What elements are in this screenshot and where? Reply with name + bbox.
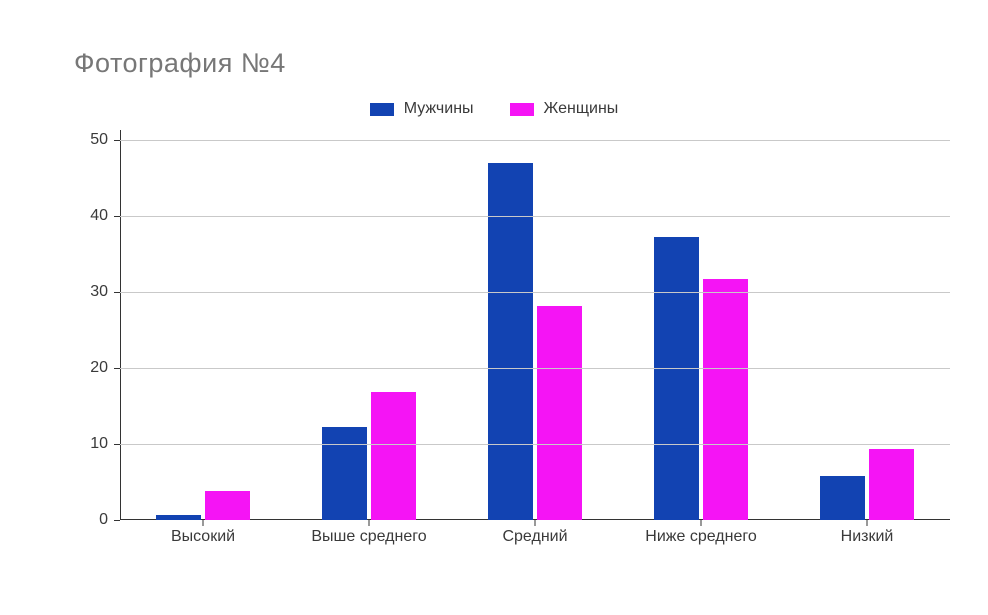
gridline	[120, 444, 950, 445]
y-tick-mark	[114, 140, 120, 141]
bar	[654, 237, 699, 520]
legend-label-1: Женщины	[544, 100, 619, 118]
bar	[322, 427, 367, 520]
x-tick-label: Средний	[502, 528, 567, 546]
legend-item: Женщины	[510, 100, 619, 118]
bar	[703, 279, 748, 520]
x-tick-label: Ниже среднего	[645, 528, 756, 546]
bar	[820, 476, 865, 520]
gridline	[120, 292, 950, 293]
gridline	[120, 216, 950, 217]
bar	[537, 306, 582, 520]
bar	[371, 392, 416, 520]
x-tick-mark	[369, 520, 370, 526]
y-tick-mark	[114, 444, 120, 445]
gridline	[120, 368, 950, 369]
x-tick-label: Выше среднего	[311, 528, 426, 546]
y-tick-mark	[114, 368, 120, 369]
x-tick-mark	[203, 520, 204, 526]
legend-swatch-0	[370, 103, 394, 116]
x-tick-label: Низкий	[841, 528, 894, 546]
x-labels: Высокий Выше среднего Средний Ниже среднего…	[120, 528, 950, 558]
x-tick-mark	[867, 520, 868, 526]
y-tick-mark	[114, 292, 120, 293]
legend: Мужчины Женщины	[0, 100, 988, 118]
x-tick-mark	[701, 520, 702, 526]
bar	[869, 449, 914, 520]
legend-swatch-1	[510, 103, 534, 116]
plot-area: 01020304050	[120, 140, 950, 520]
x-tick-mark	[535, 520, 536, 526]
legend-item: Мужчины	[370, 100, 474, 118]
y-tick-mark	[114, 520, 120, 521]
y-tick-mark	[114, 216, 120, 217]
gridline	[120, 140, 950, 141]
x-tick-label: Высокий	[171, 528, 235, 546]
bar	[205, 491, 250, 520]
legend-label-0: Мужчины	[404, 100, 474, 118]
bar	[156, 515, 201, 520]
bars-container	[120, 140, 950, 520]
chart-title: Фотография №4	[74, 48, 286, 79]
